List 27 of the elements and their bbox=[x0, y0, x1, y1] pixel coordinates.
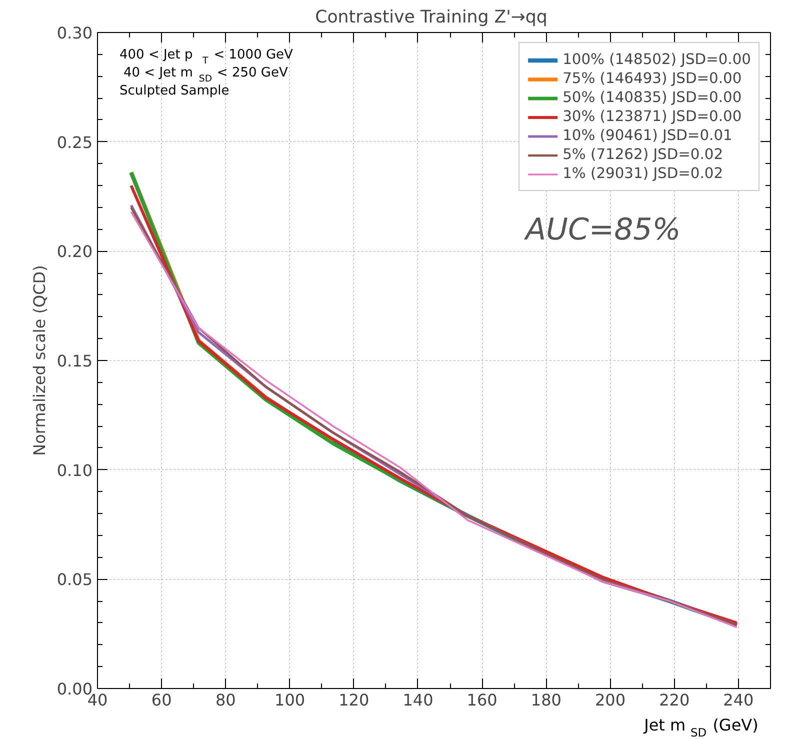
x-tick-label: 200 bbox=[594, 690, 626, 710]
y-tick-label: 0.25 bbox=[56, 132, 92, 152]
x-tick-label: 220 bbox=[659, 690, 690, 710]
y-tick-label: 0.05 bbox=[56, 570, 92, 590]
y-tick-label: 0.30 bbox=[56, 24, 92, 42]
legend-label: 50% (140835) JSD=0.00 bbox=[562, 89, 742, 106]
x-tick-label: 120 bbox=[338, 690, 370, 710]
x-tick-label: 160 bbox=[466, 690, 498, 710]
legend-label: 1% (29031) JSD=0.02 bbox=[562, 165, 724, 182]
legend-label: 100% (148502) JSD=0.00 bbox=[562, 51, 751, 68]
annotation: AUC=85% bbox=[524, 212, 681, 248]
legend-label: 5% (71262) JSD=0.02 bbox=[562, 146, 724, 163]
legend-label: 10% (90461) JSD=0.01 bbox=[562, 127, 732, 144]
y-tick-label: 0.15 bbox=[56, 352, 92, 370]
legend-label: 30% (123871) JSD=0.00 bbox=[562, 108, 742, 125]
x-tick-label: 80 bbox=[216, 690, 236, 710]
y-axis-title: Normalized scale (QCD) bbox=[30, 265, 49, 456]
annotation: Sculpted Sample bbox=[120, 84, 230, 98]
chart-title: Contrastive Training Z'→qq bbox=[315, 8, 548, 28]
y-tick-label: 0.10 bbox=[56, 460, 92, 480]
x-tick-label: 60 bbox=[151, 690, 172, 710]
x-tick-label: 140 bbox=[402, 690, 434, 710]
x-tick-label: 240 bbox=[723, 690, 754, 710]
legend-label: 75% (146493) JSD=0.00 bbox=[562, 70, 742, 87]
x-tick-label: 180 bbox=[530, 690, 562, 710]
x-tick-label: 100 bbox=[274, 690, 306, 710]
y-tick-label: 0.20 bbox=[56, 242, 92, 262]
